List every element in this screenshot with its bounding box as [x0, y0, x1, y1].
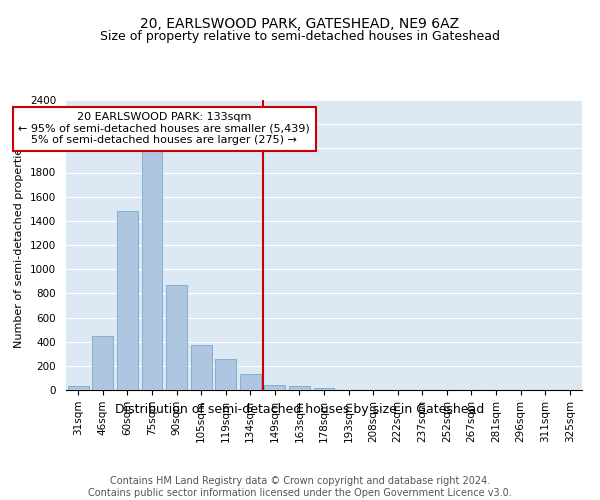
Bar	[191, 346, 212, 390]
Bar	[142, 148, 163, 390]
Bar	[289, 386, 310, 390]
Bar	[117, 211, 138, 390]
Text: 20 EARLSWOOD PARK: 133sqm
← 95% of semi-detached houses are smaller (5,439)
5% o: 20 EARLSWOOD PARK: 133sqm ← 95% of semi-…	[19, 112, 310, 146]
Bar	[68, 386, 89, 390]
Text: Size of property relative to semi-detached houses in Gateshead: Size of property relative to semi-detach…	[100, 30, 500, 43]
Text: Distribution of semi-detached houses by size in Gateshead: Distribution of semi-detached houses by …	[115, 402, 485, 415]
Text: Contains HM Land Registry data © Crown copyright and database right 2024.
Contai: Contains HM Land Registry data © Crown c…	[88, 476, 512, 498]
Bar	[215, 359, 236, 390]
Bar	[166, 285, 187, 390]
Bar	[240, 374, 261, 390]
Text: 20, EARLSWOOD PARK, GATESHEAD, NE9 6AZ: 20, EARLSWOOD PARK, GATESHEAD, NE9 6AZ	[140, 18, 460, 32]
Bar	[92, 336, 113, 390]
Bar	[314, 388, 334, 390]
Bar	[265, 385, 286, 390]
Y-axis label: Number of semi-detached properties: Number of semi-detached properties	[14, 142, 25, 348]
